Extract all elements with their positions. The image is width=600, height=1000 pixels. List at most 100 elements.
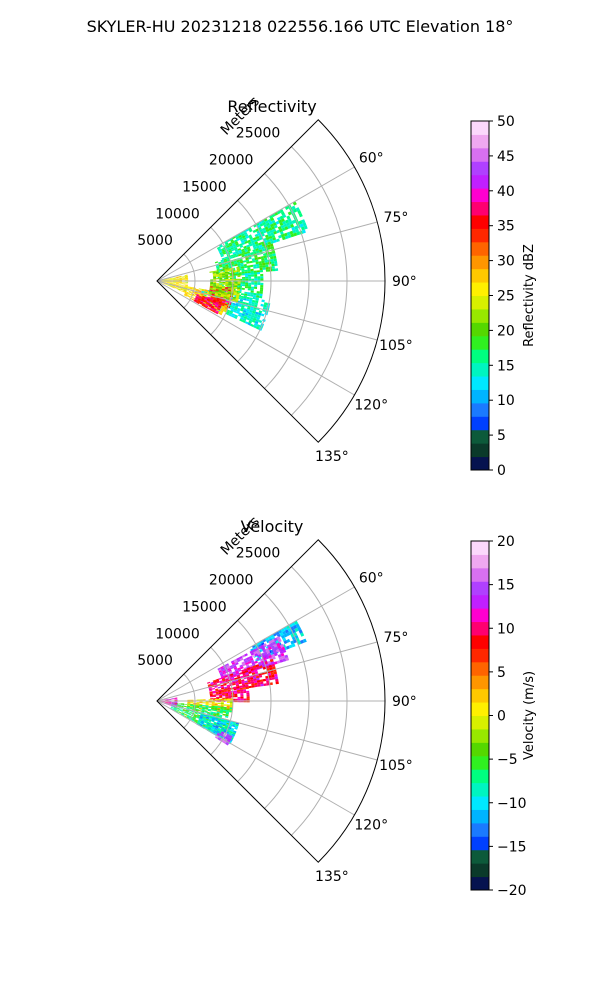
echo-cell xyxy=(207,713,211,715)
echo-cell xyxy=(201,289,205,292)
echo-cell xyxy=(247,658,251,663)
echo-cell xyxy=(238,285,242,288)
echo-cell xyxy=(239,672,243,675)
echo-cell xyxy=(199,295,203,298)
echo-cell xyxy=(195,708,199,710)
echo-cell xyxy=(221,689,225,691)
echo-cell xyxy=(302,222,307,227)
echo-cell xyxy=(241,287,245,290)
echo-cell xyxy=(274,652,278,657)
echo-cell xyxy=(238,234,242,238)
echo-cell xyxy=(244,271,248,274)
echo-cell xyxy=(206,300,210,304)
echo-cell xyxy=(198,707,203,709)
echo-cell xyxy=(217,737,221,741)
echo-cell xyxy=(291,205,296,210)
echo-cell xyxy=(240,308,244,312)
echo-cell xyxy=(253,667,257,671)
azimuth-tick-label: 75° xyxy=(384,210,409,226)
echo-cell xyxy=(165,699,169,700)
echo-cell xyxy=(198,290,202,292)
azimuth-line xyxy=(156,221,378,282)
echo-cell xyxy=(249,297,253,300)
echo-cell xyxy=(188,712,192,715)
echo-cell xyxy=(243,296,247,299)
echo-cell xyxy=(253,251,257,254)
colorbar-swatch xyxy=(471,402,489,417)
echo-cell xyxy=(257,684,261,687)
echo-cell xyxy=(233,674,237,677)
echo-cell xyxy=(229,707,233,710)
echo-cell xyxy=(239,245,244,248)
echo-cell xyxy=(208,701,212,703)
reflectivity-panel: Reflectivity60°75°90°105°120°135°5000100… xyxy=(137,93,537,479)
echo-cell xyxy=(185,712,188,715)
echo-cell xyxy=(202,725,206,728)
echo-cell xyxy=(222,283,226,285)
echo-cell xyxy=(270,258,274,262)
echo-cell xyxy=(228,694,232,696)
echo-cell xyxy=(258,247,262,251)
echo-cell xyxy=(220,707,224,710)
echo-cell xyxy=(229,735,233,738)
echo-cell xyxy=(227,248,232,251)
echo-cell xyxy=(244,670,249,673)
colorbar-tick-label: 15 xyxy=(497,578,515,594)
echo-cell xyxy=(187,704,191,706)
colorbar-swatch xyxy=(471,863,489,878)
echo-cell xyxy=(210,284,214,286)
echo-cell xyxy=(240,307,245,310)
colorbar-tick-label: 30 xyxy=(497,254,515,270)
echo-cell xyxy=(213,695,217,698)
echo-cell xyxy=(265,647,270,652)
echo-cell xyxy=(293,208,298,213)
echo-cell xyxy=(213,680,217,684)
echo-cell xyxy=(182,279,186,280)
echo-cell xyxy=(166,282,170,283)
echo-cell xyxy=(160,280,164,281)
echo-cell xyxy=(247,681,252,685)
echo-cell xyxy=(196,706,200,708)
echo-cell xyxy=(162,701,166,703)
echo-cell xyxy=(169,282,173,284)
echo-cell xyxy=(225,300,229,303)
echo-cell xyxy=(226,708,230,711)
echo-cell xyxy=(271,638,275,643)
echo-cell xyxy=(184,275,188,277)
echo-cell xyxy=(204,710,208,712)
echo-cell xyxy=(248,301,252,304)
echo-cell xyxy=(286,231,291,236)
echo-cell xyxy=(250,252,254,255)
echo-cell xyxy=(196,703,200,705)
echo-cell xyxy=(171,703,175,704)
echo-cell xyxy=(240,696,244,699)
echo-cell xyxy=(256,666,260,670)
echo-cell xyxy=(230,660,235,664)
echo-cell xyxy=(244,286,248,289)
echo-cell xyxy=(225,696,229,698)
echo-cell xyxy=(172,282,176,283)
echo-cell xyxy=(162,701,166,703)
echo-cell xyxy=(202,699,206,701)
echo-cell xyxy=(220,295,224,298)
echo-cell xyxy=(195,719,199,722)
echo-cell xyxy=(185,711,189,714)
echo-cell xyxy=(239,259,243,262)
echo-cell xyxy=(231,314,235,318)
echo-cell xyxy=(255,300,259,304)
colorbar-swatch xyxy=(471,376,489,390)
echo-cell xyxy=(169,277,173,279)
echo-cell xyxy=(218,668,222,672)
echo-cell xyxy=(208,291,213,294)
echo-cell xyxy=(258,310,263,314)
echo-cell xyxy=(234,306,238,310)
echo-cell xyxy=(224,256,228,259)
echo-cell xyxy=(186,706,190,709)
echo-cell xyxy=(249,260,253,264)
echo-cell xyxy=(254,682,258,686)
echo-cell xyxy=(217,732,221,736)
echo-cell xyxy=(237,691,241,694)
echo-cell xyxy=(188,292,192,295)
echo-cell xyxy=(236,689,241,692)
echo-cell xyxy=(218,305,222,308)
